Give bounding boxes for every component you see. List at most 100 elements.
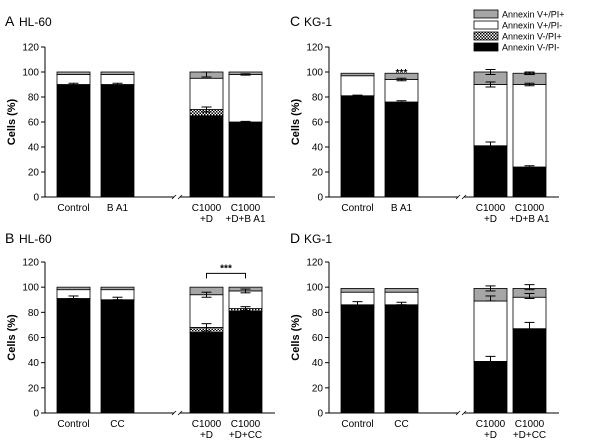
- bar-segment: [340, 304, 375, 414]
- error-bar: [240, 306, 251, 311]
- legend-label: Annexin V+/PI+: [502, 10, 565, 20]
- significance-label: ***: [524, 311, 536, 322]
- legend-swatch: [473, 31, 499, 41]
- x-tick-label: +D+CC: [229, 430, 262, 441]
- bar-segment: [189, 332, 224, 414]
- bar-segment: [100, 299, 135, 414]
- y-tick-label: 100: [22, 283, 39, 294]
- bar-segment: [100, 84, 135, 198]
- legend-item: Annexin V+/PI-: [473, 20, 562, 31]
- panel-letter: B: [5, 230, 14, 246]
- error-bar: [485, 355, 496, 365]
- error-bar: [112, 296, 123, 301]
- bar-segment: [473, 145, 508, 198]
- error-bar: [201, 71, 212, 78]
- x-tick-label: C1000: [515, 419, 545, 430]
- x-tick-label: C1000: [192, 419, 222, 430]
- y-tick-label: 80: [28, 93, 40, 104]
- y-tick-label: 80: [312, 308, 324, 319]
- legend-item: Annexin V-/PI-: [473, 43, 560, 53]
- y-axis-label: Cells (%): [6, 314, 18, 361]
- y-tick-label: 20: [312, 383, 324, 394]
- bar-segment: [340, 288, 375, 293]
- legend-item: Annexin V-/PI+: [473, 31, 562, 42]
- error-bar: [485, 81, 496, 88]
- panel-letter: A: [5, 13, 15, 29]
- bar-segment: [473, 361, 508, 414]
- x-tick-label: CC: [110, 419, 124, 430]
- x-tick-label: B A1: [391, 203, 413, 214]
- bar-segment: [189, 115, 224, 198]
- x-tick-label: C1000: [192, 203, 222, 214]
- legend-label: Annexin V-/PI-: [502, 43, 560, 53]
- panel-title: KG-1: [304, 232, 332, 246]
- y-tick-label: 20: [312, 168, 324, 179]
- bar-segment: [512, 84, 547, 168]
- bar-segment: [56, 71, 91, 75]
- legend: Annexin V+/PI+Annexin V+/PI-Annexin V-/P…: [473, 10, 565, 53]
- y-tick-label: 120: [306, 43, 323, 54]
- bar-segment: [384, 101, 419, 198]
- x-tick-label: +D: [200, 430, 213, 441]
- bar-segment: [100, 71, 135, 75]
- y-tick-label: 60: [28, 333, 40, 344]
- panel-letter: D: [290, 230, 300, 246]
- x-tick-label: C1000: [476, 203, 506, 214]
- significance-label: ***: [396, 68, 408, 79]
- significance-label: **: [242, 110, 250, 121]
- x-tick-label: +D: [484, 214, 497, 225]
- error-bar: [112, 82, 123, 87]
- error-bar: [485, 69, 496, 75]
- x-tick-label: Control: [341, 203, 373, 214]
- bar-segment: [189, 294, 224, 328]
- error-bar: [201, 291, 212, 298]
- error-bar: [352, 94, 363, 97]
- panel-title: KG-1: [304, 15, 332, 29]
- error-bar: [524, 292, 535, 299]
- y-tick-label: 40: [28, 358, 40, 369]
- x-tick-label: +D+B A1: [225, 214, 265, 225]
- error-bar: [240, 120, 251, 124]
- x-tick-label: +D: [484, 430, 497, 441]
- x-tick-label: Control: [341, 419, 373, 430]
- significance-label: ***: [524, 154, 536, 165]
- y-tick-label: 20: [28, 383, 40, 394]
- x-tick-label: C1000: [515, 203, 545, 214]
- x-tick-label: +D: [200, 214, 213, 225]
- error-bar: [201, 323, 212, 332]
- y-tick-label: 100: [306, 68, 323, 79]
- y-tick-label: 120: [22, 258, 39, 269]
- error-bar: [524, 71, 535, 75]
- y-tick-label: 120: [22, 43, 39, 54]
- y-tick-label: 40: [28, 143, 40, 154]
- panel-title: HL-60: [19, 232, 52, 246]
- y-tick-label: 100: [306, 283, 323, 294]
- y-tick-label: 40: [312, 358, 324, 369]
- error-bar: [485, 141, 496, 150]
- significance-label: ***: [220, 263, 232, 274]
- y-tick-label: 0: [317, 409, 323, 420]
- error-bar: [396, 77, 407, 82]
- x-tick-label: CC: [394, 419, 408, 430]
- x-tick-label: C1000: [231, 203, 261, 214]
- x-tick-label: +D+CC: [513, 430, 546, 441]
- panel-B: B HL-60 0 20 40 60 80 100 120 Cells (%) Control CC C…: [5, 230, 275, 441]
- bar-segment: [100, 286, 135, 291]
- panel-letter: C: [290, 13, 300, 29]
- y-tick-label: 0: [33, 193, 39, 204]
- y-tick-label: 100: [22, 68, 39, 79]
- y-axis-label: Cells (%): [6, 98, 18, 145]
- y-tick-label: 60: [312, 333, 324, 344]
- legend-label: Annexin V-/PI+: [502, 32, 562, 42]
- x-tick-label: Control: [57, 203, 89, 214]
- error-bar: [240, 288, 251, 294]
- bar-segment: [512, 328, 547, 414]
- legend-swatch: [473, 20, 499, 30]
- error-bar: [485, 295, 496, 302]
- legend-item: Annexin V+/PI+: [473, 10, 565, 20]
- error-bar: [524, 284, 535, 291]
- y-axis-label: Cells (%): [290, 314, 302, 361]
- panels: A HL-60 0 20 40 60 80 100 120 Cells (%) Control B A…: [5, 13, 559, 441]
- bar-segment: [384, 304, 419, 414]
